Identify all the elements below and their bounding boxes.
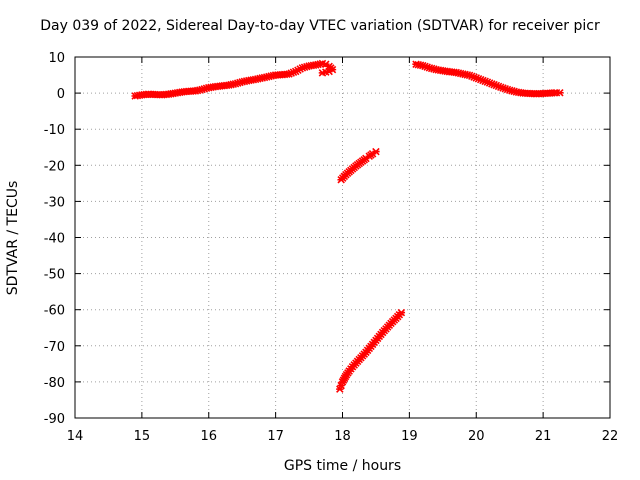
y-axis-label: SDTVAR / TECUs (5, 180, 21, 296)
x-tick-label: 15 (134, 429, 151, 444)
y-tick-label: -50 (44, 268, 65, 283)
x-axis-label: GPS time / hours (283, 458, 402, 474)
data-points (131, 59, 564, 393)
x-tick-label: 22 (602, 429, 619, 444)
data-point (372, 147, 380, 156)
axis-ticks: 14 15 16 17 18 19 20 21 22 10 0 -10 -20 -30 -40 -50 -60 -… (44, 51, 619, 444)
y-tick-label: -40 (44, 232, 65, 247)
data-point (318, 69, 327, 77)
plot-frame (74, 56, 611, 419)
y-tick-label: 10 (48, 51, 65, 66)
grid-lines (75, 57, 610, 418)
data-point (397, 308, 406, 317)
x-tick-label: 18 (334, 429, 351, 444)
x-tick-label: 21 (535, 429, 552, 444)
x-tick-label: 17 (267, 429, 284, 444)
y-tick-label: -10 (44, 123, 65, 138)
y-tick-label: -80 (44, 376, 65, 391)
y-tick-label: -20 (44, 159, 65, 174)
x-tick-label: 20 (468, 429, 485, 444)
data-point (556, 88, 564, 97)
y-tick-label: 0 (57, 87, 65, 102)
y-tick-label: -30 (44, 195, 65, 210)
chart-title: Day 039 of 2022, Sidereal Day-to-day VTE… (40, 18, 600, 34)
y-tick-label: -70 (44, 340, 65, 355)
x-tick-label: 16 (200, 429, 217, 444)
y-tick-label: -90 (44, 412, 65, 427)
y-tick-label: -60 (44, 304, 65, 319)
x-tick-label: 14 (67, 429, 84, 444)
x-tick-label: 19 (401, 429, 418, 444)
